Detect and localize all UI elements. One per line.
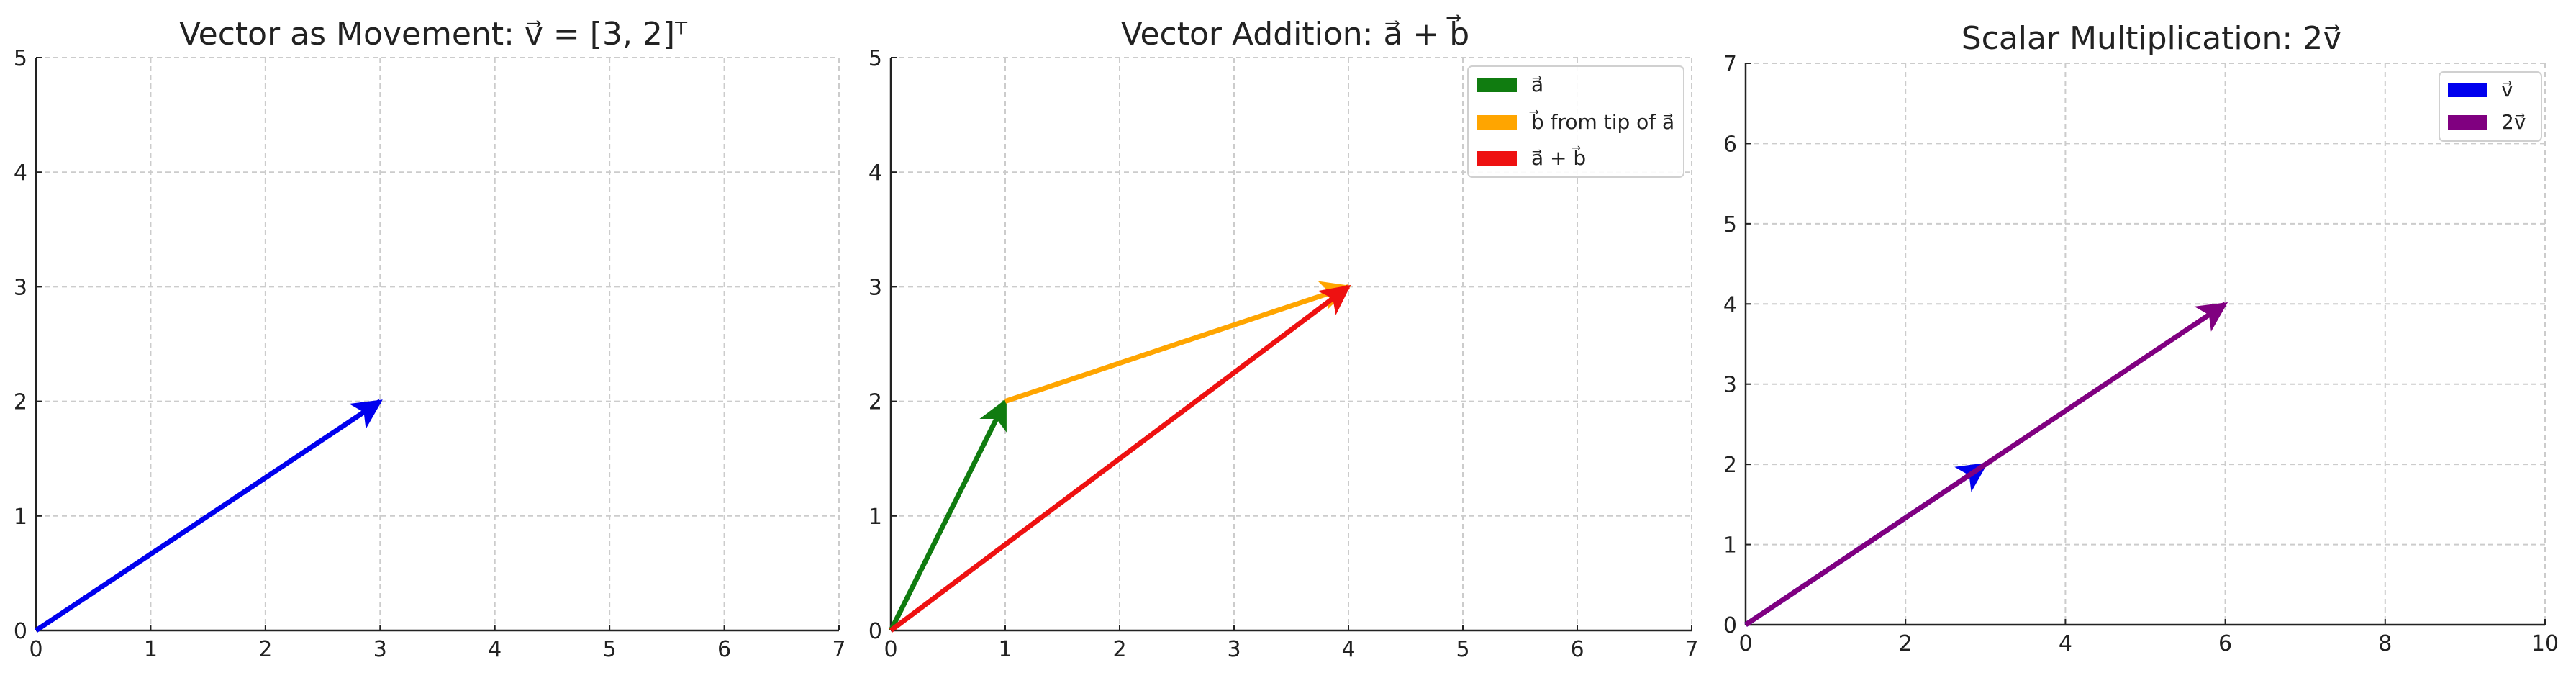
legend-label-a: a⃗ (1531, 73, 1543, 96)
y-tick-label: 0 (1723, 613, 1737, 638)
x-tick-label: 0 (1738, 631, 1752, 656)
y-tick-label: 5 (869, 46, 882, 71)
vector-arrow-2 (1004, 281, 1351, 404)
y-tick-label: 2 (14, 390, 27, 415)
y-tick-label: 7 (1723, 52, 1737, 77)
x-tick-label: 4 (488, 637, 502, 662)
y-tick-label: 0 (869, 619, 882, 644)
vector-arrow-2 (1744, 302, 2228, 627)
chart-panel-2: Vector Addition: a⃗ + b⃗ 0 1 2 3 4 5 6 7012345 … (869, 14, 1699, 662)
x-tick-label: 0 (884, 637, 897, 662)
x-tick-label: 2 (1112, 637, 1126, 662)
legend-swatch-2v (2448, 115, 2487, 130)
vector-arrow-1 (888, 398, 1008, 632)
legend-frame (1467, 65, 1684, 178)
x-tick-label: 7 (832, 637, 845, 662)
y-tick-label: 1 (1723, 533, 1737, 559)
chart-2-vectors (888, 281, 1351, 633)
x-tick-label: 5 (603, 637, 617, 662)
chart-3-title: Scalar Multiplication: 2v⃗ (1962, 20, 2342, 57)
x-tick-label: 2 (1899, 631, 1913, 656)
legend-label-b: b⃗ from tip of a⃗ (1529, 109, 1674, 134)
y-tick-label: 2 (1723, 453, 1737, 478)
chart-2-title: Vector Addition: a⃗ + b⃗ (1121, 14, 1469, 53)
y-tick-label: 5 (1723, 212, 1737, 238)
chart-1-vectors (35, 399, 383, 633)
x-tick-label: 2 (258, 637, 272, 662)
x-tick-label: 7 (1684, 637, 1698, 662)
y-tick-label: 4 (869, 161, 882, 186)
vector-arrow-1 (35, 399, 383, 633)
chart-panel-3: Scalar Multiplication: 2v⃗ 0 2 4 6 8 10 0 1 2 3 4 5… (1723, 20, 2559, 656)
x-tick-label: 0 (29, 637, 42, 662)
x-tick-label: 6 (2218, 631, 2232, 656)
y-tick-label: 3 (1723, 373, 1737, 398)
x-tick-label: 6 (1570, 637, 1584, 662)
x-tick-label: 10 (2531, 631, 2559, 656)
x-tick-label: 1 (144, 637, 158, 662)
legend-label-2v: 2v⃗ (2501, 110, 2526, 134)
x-tick-label: 4 (1341, 637, 1355, 662)
chart-2-axes (889, 58, 1692, 632)
y-tick-label: 1 (869, 505, 882, 530)
x-tick-label: 6 (717, 637, 731, 662)
chart-3-grid (1746, 63, 2546, 625)
chart-3-ticks: 0 2 4 6 8 10 0 1 2 3 4 5 6 7 (1723, 52, 2559, 656)
y-tick-label: 4 (1723, 292, 1737, 317)
x-tick-label: 3 (373, 637, 387, 662)
legend-frame (2439, 71, 2542, 142)
legend-swatch-v (2448, 83, 2487, 97)
chart-3-legend: v⃗ 2v⃗ (2439, 71, 2542, 142)
y-tick-label: 6 (1723, 132, 1737, 157)
x-tick-label: 5 (1456, 637, 1469, 662)
chart-2-legend: a⃗ b⃗ from tip of a⃗ a⃗ + b⃗ (1467, 65, 1684, 178)
y-tick-label: 4 (14, 161, 27, 186)
legend-swatch-b (1477, 115, 1517, 130)
y-tick-label: 3 (869, 275, 882, 300)
chart-2-ticks: 0 1 2 3 4 5 6 7 0 1 2 3 4 5 (869, 46, 1699, 662)
x-tick-label: 1 (998, 637, 1012, 662)
y-tick-label: 5 (14, 46, 27, 71)
x-tick-label: 4 (2059, 631, 2072, 656)
y-tick-label: 1 (14, 505, 27, 530)
legend-label-sum: a⃗ + b⃗ (1531, 145, 1586, 170)
y-tick-label: 2 (869, 390, 882, 415)
y-tick-label: 3 (14, 275, 27, 300)
legend-swatch-sum (1477, 151, 1517, 166)
chart-1-axes (35, 58, 839, 632)
chart-panel-1: Vector as Movement: v⃗ = [3, 2]ᵀ 0 1 2 3 4 5 6… (14, 16, 846, 662)
y-tick-label: 0 (14, 619, 27, 644)
chart-1-title: Vector as Movement: v⃗ = [3, 2]ᵀ (179, 16, 688, 53)
vector-arrow-3 (889, 284, 1351, 633)
legend-swatch-a (1477, 78, 1517, 92)
x-tick-label: 8 (2378, 631, 2392, 656)
chart-3-vectors (1744, 302, 2228, 627)
chart-1-ticks: 0 1 2 3 4 5 6 7 0 1 2 3 4 5 (14, 46, 846, 662)
legend-label-v: v⃗ (2501, 78, 2513, 101)
x-tick-label: 3 (1227, 637, 1241, 662)
chart-3-axes (1744, 63, 2545, 626)
chart-1-grid (36, 57, 840, 630)
